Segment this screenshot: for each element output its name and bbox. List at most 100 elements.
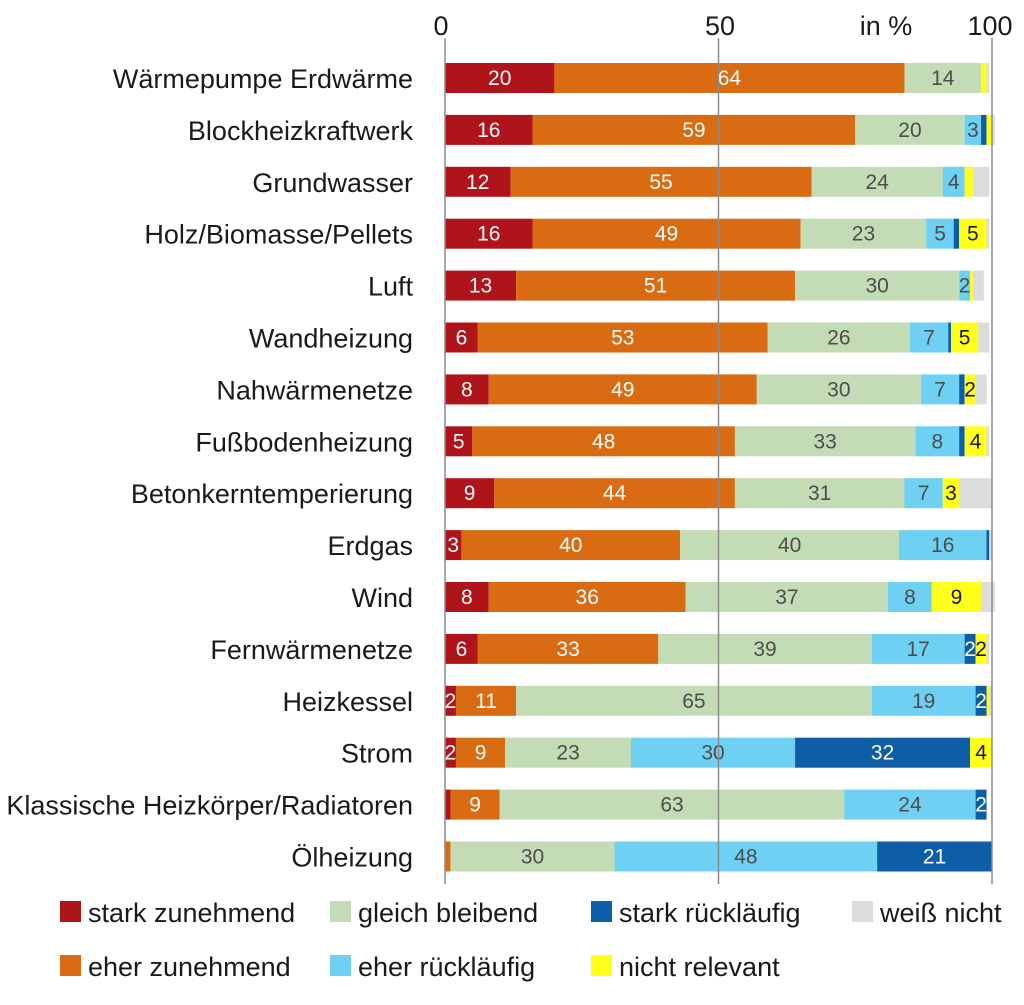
category-labels: Wärmepumpe Erdwärme Blockheizkraftwerk Gru… [6, 64, 413, 873]
bar-segment [959, 270, 971, 301]
bar-segment [445, 426, 473, 457]
data-label: 30 [521, 846, 544, 869]
bar-segment [811, 166, 943, 197]
legend-swatch [60, 955, 81, 976]
bar-segment [734, 426, 916, 457]
data-label: 2 [445, 690, 457, 713]
bar-segment [986, 114, 992, 145]
bar-segment [488, 582, 686, 612]
legend-swatch [591, 901, 612, 922]
data-label: 39 [753, 638, 776, 661]
data-label: 12 [466, 171, 489, 194]
bar-segment [888, 582, 932, 612]
bar-segment [964, 114, 982, 145]
bar-segment [488, 374, 757, 405]
data-label: 5 [934, 223, 946, 246]
x-tick-label: 0 [433, 11, 448, 41]
bar-segment [499, 789, 845, 820]
bar-segment [981, 63, 987, 93]
data-label: 5 [453, 430, 465, 453]
data-label: 31 [808, 482, 831, 505]
bar-segment [614, 841, 878, 872]
bar-segment [964, 426, 987, 457]
data-label: 37 [775, 586, 798, 609]
bar-segment [445, 322, 478, 353]
bar-segment [445, 63, 555, 93]
legend-label: weiß nicht [879, 898, 1002, 928]
bar-segment [986, 633, 990, 664]
data-label: 16 [931, 534, 954, 557]
bar-segment [445, 270, 517, 301]
bar-segment [959, 478, 992, 509]
data-label: 21 [923, 846, 946, 869]
bar-segment [445, 114, 533, 145]
data-label: 24 [898, 794, 922, 817]
category-label: Fernwärmenetze [210, 635, 413, 665]
bar-segment [904, 478, 943, 509]
data-label: 7 [923, 327, 935, 350]
category-label: Strom [341, 739, 413, 769]
data-label: 20 [898, 119, 921, 142]
legend-swatch [330, 901, 351, 922]
bar-segment [959, 426, 965, 457]
data-label: 2 [445, 742, 457, 765]
bar-segment [516, 270, 796, 301]
data-label: 2 [959, 275, 971, 298]
bar-segment [445, 218, 533, 249]
bar-segment [795, 270, 960, 301]
data-label: 59 [682, 119, 705, 142]
bar-segment [767, 322, 910, 353]
bar-segment [909, 322, 949, 353]
data-label: 48 [592, 430, 615, 453]
data-label: 8 [461, 378, 473, 401]
bar-segment [680, 530, 900, 561]
data-label: 26 [827, 327, 850, 350]
data-label: 7 [934, 378, 946, 401]
bar-segment [942, 166, 965, 197]
bar-segment [899, 530, 987, 561]
data-label: 20 [488, 67, 511, 90]
bar-segment [931, 582, 982, 612]
category-label: Klassische Heizkörper/Radiatoren [6, 791, 413, 821]
bar-segment [445, 841, 451, 872]
bar-segment [981, 114, 987, 145]
data-label: 9 [475, 742, 487, 765]
data-label: 30 [827, 378, 850, 401]
category-label: Erdgas [327, 531, 413, 561]
bar-segment [756, 374, 921, 405]
bar-segment [510, 166, 812, 197]
data-label: 2 [975, 690, 987, 713]
data-label: 2 [964, 638, 976, 661]
bar-segment [445, 166, 511, 197]
bar-segment [516, 685, 872, 716]
legend-swatch [852, 901, 873, 922]
bar-segment [630, 737, 796, 768]
data-label: 53 [611, 327, 634, 350]
data-label: 2 [975, 638, 987, 661]
data-label: 23 [556, 742, 579, 765]
category-label: Wandheizung [249, 324, 413, 354]
category-label: Holz/Biomasse/Pellets [144, 220, 413, 250]
bar-segment [948, 322, 951, 353]
bar-segment [975, 633, 987, 664]
data-label: 17 [906, 638, 929, 661]
data-label: 3 [967, 119, 979, 142]
bar-segment [844, 789, 976, 820]
data-label: 8 [904, 586, 916, 609]
data-label: 65 [682, 690, 705, 713]
bar-segment [975, 685, 987, 716]
data-label: 49 [655, 223, 678, 246]
data-label: 9 [469, 794, 481, 817]
bar-segment [855, 114, 965, 145]
data-label: 51 [644, 275, 667, 298]
bar-segment [989, 685, 992, 716]
data-label: 5 [959, 327, 971, 350]
category-label: Fußbodenheizung [195, 427, 413, 457]
bar-segment [477, 633, 659, 664]
bar-segment [972, 270, 984, 301]
bar-segment [477, 322, 768, 353]
bar-segment [975, 374, 987, 405]
data-label: 2 [975, 794, 987, 817]
data-label: 9 [464, 482, 476, 505]
data-label: 16 [477, 119, 500, 142]
